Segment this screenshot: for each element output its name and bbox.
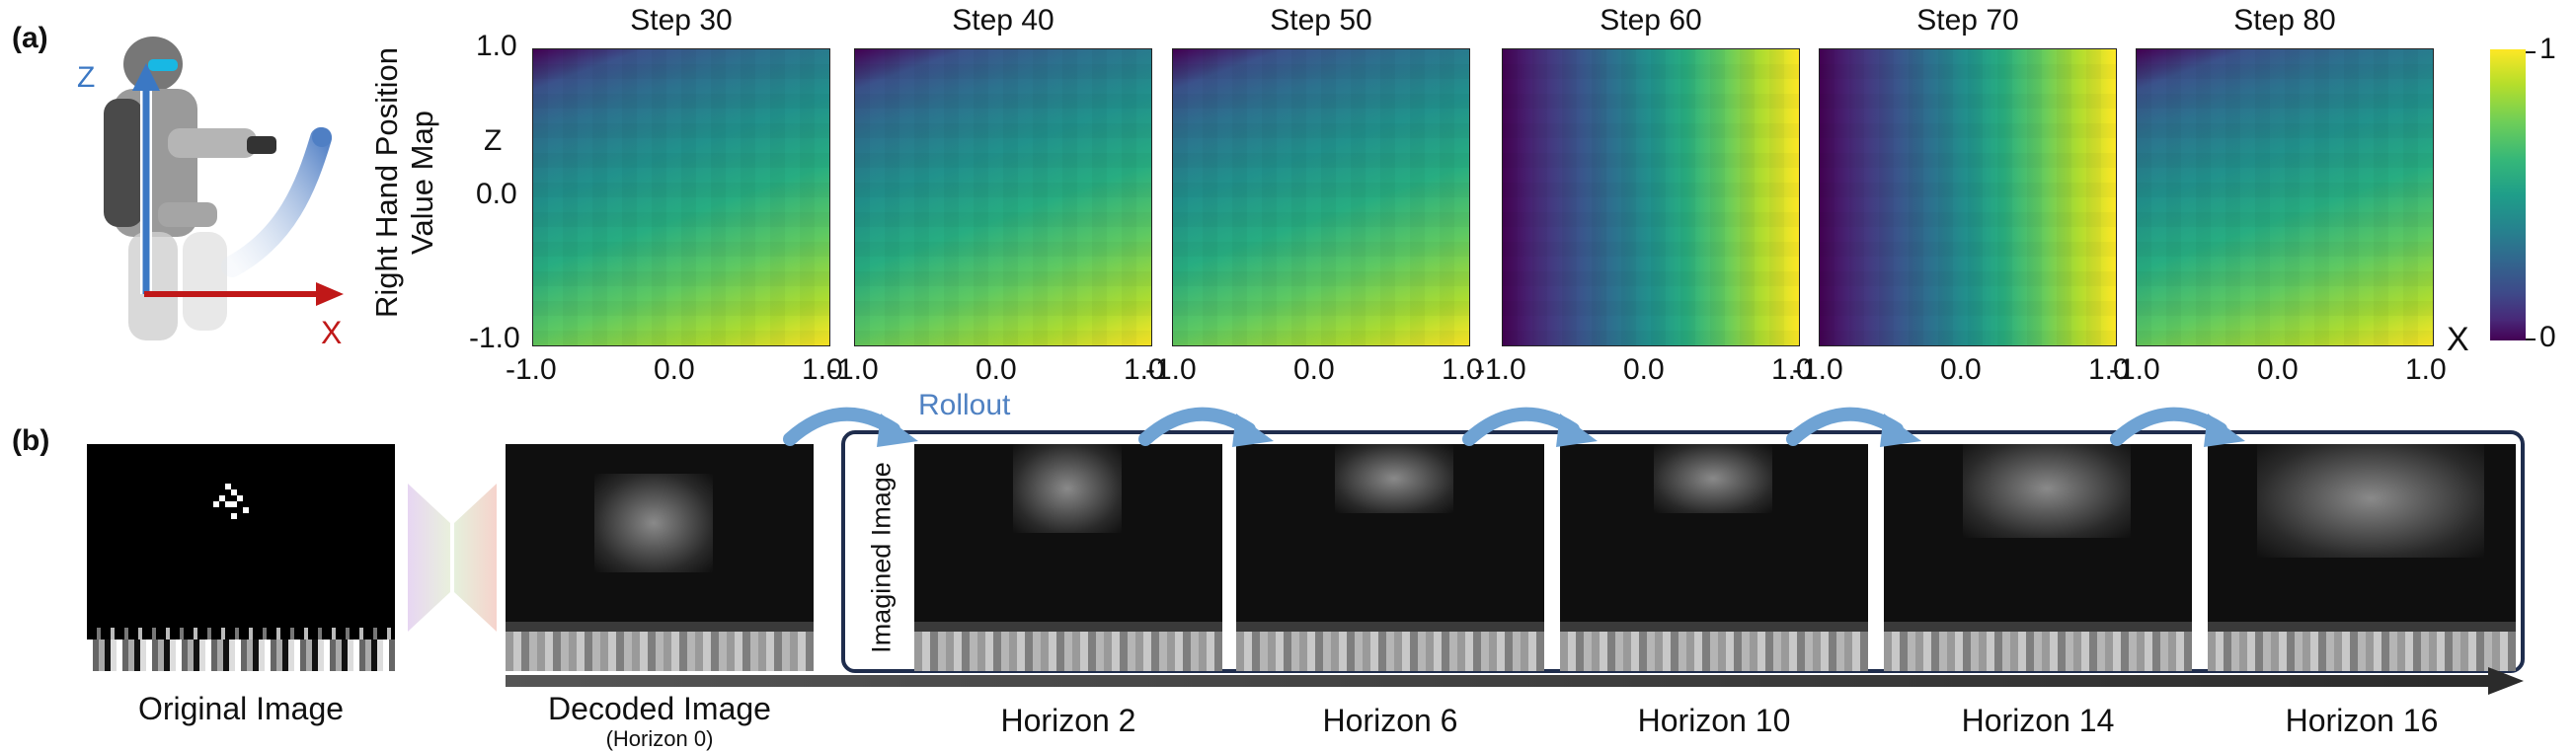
rollout-label: Rollout	[918, 389, 1011, 421]
rollout-arrow-3	[1462, 407, 1580, 446]
value-map-heatmap-5	[1819, 48, 2117, 346]
rollout-arrow-1	[783, 407, 900, 446]
panel-b-label: (b)	[12, 424, 50, 457]
ytick-top: 1.0	[476, 30, 517, 62]
xtick-6-2: 0.0	[2257, 353, 2299, 386]
ytick-bottom: -1.0	[469, 322, 520, 354]
horizon-caption-6: Horizon 6	[1322, 703, 1458, 738]
decoded-image-subcaption: (Horizon 0)	[605, 726, 714, 751]
horizon-14-image	[1884, 444, 2192, 671]
xtick-5-1: -1.0	[1792, 353, 1843, 386]
step-title-3: Step 50	[1270, 4, 1372, 37]
decoded-image	[506, 444, 814, 671]
value-map-heatmap-1	[532, 48, 830, 346]
xtick-5-2: 0.0	[1940, 353, 1982, 386]
xtick-3-3: 1.0	[1442, 353, 1483, 386]
step-title-5: Step 70	[1916, 4, 2019, 37]
rollout-frame	[841, 430, 2525, 673]
rollout-arrow-2	[1138, 407, 1256, 446]
rollout-arrows	[783, 407, 2245, 447]
xtick-2-2: 0.0	[976, 353, 1017, 386]
xtick-4-1: -1.0	[1475, 353, 1526, 386]
xtick-4-3: 1.0	[1771, 353, 1813, 386]
xtick-1-2: 0.0	[654, 353, 695, 386]
xtick-6-1: -1.0	[2109, 353, 2160, 386]
horizon-caption-10: Horizon 10	[1637, 703, 1791, 738]
value-map-heatmap-3	[1172, 48, 1470, 346]
xtick-3-1: -1.0	[1145, 353, 1197, 386]
step-title-4: Step 60	[1600, 4, 1702, 37]
ylabel-line1: Right Hand Position	[369, 47, 404, 318]
horizon-caption-16: Horizon 16	[2285, 703, 2439, 738]
colorbar-max-label: 1	[2539, 33, 2556, 65]
x-axis-label: X	[2447, 321, 2469, 358]
panel-a-label: (a)	[12, 22, 48, 54]
z-axis-label: Z	[484, 124, 503, 157]
encoder-decoder-shape	[408, 484, 497, 632]
horizon-caption-14: Horizon 14	[1961, 703, 2115, 738]
xtick-1-1: -1.0	[506, 353, 557, 386]
step-title-2: Step 40	[952, 4, 1054, 37]
step-title-6: Step 80	[2233, 4, 2336, 37]
imagined-image-label-box: Imagined Image	[861, 448, 902, 667]
horizon-caption-2: Horizon 2	[1000, 703, 1136, 738]
robot-x-label: X	[321, 315, 342, 350]
original-image-caption: Original Image	[137, 691, 345, 726]
step-title-1: Step 30	[630, 4, 733, 37]
horizon-16-image	[2208, 444, 2516, 671]
value-map-heatmap-2	[854, 48, 1152, 346]
value-map-heatmap-4	[1502, 48, 1800, 346]
rollout-arrow-5	[2110, 407, 2227, 446]
xtick-2-3: 1.0	[1124, 353, 1165, 386]
value-map-heatmap-6	[2136, 48, 2434, 346]
xtick-1-3: 1.0	[802, 353, 843, 386]
z-axis-arrowhead	[132, 63, 160, 91]
xtick-5-3: 1.0	[2088, 353, 2130, 386]
robot-z-label: Z	[77, 61, 95, 94]
horizon-6-image	[1236, 444, 1544, 671]
rollout-arrow-4	[1786, 407, 1904, 446]
xtick-6-3: 1.0	[2405, 353, 2447, 386]
original-image	[87, 444, 395, 671]
colorbar	[2490, 49, 2526, 340]
horizon-timeline-bar	[506, 675, 2500, 687]
colorbar-min-label: 0	[2539, 321, 2556, 353]
horizon-2-image	[914, 444, 1222, 671]
ylabel-line2: Value Map	[405, 111, 439, 255]
xtick-2-1: -1.0	[827, 353, 879, 386]
horizon-10-image	[1560, 444, 1868, 671]
horizon-timeline-arrowhead	[2488, 667, 2524, 695]
original-image-object	[213, 484, 249, 519]
x-axis-arrowhead	[316, 282, 344, 306]
xtick-3-2: 0.0	[1293, 353, 1335, 386]
robot-illustration: Z X	[77, 37, 344, 350]
xtick-4-2: 0.0	[1623, 353, 1665, 386]
decoded-image-caption: Decoded Image	[548, 691, 771, 726]
imagined-image-label: Imagined Image	[866, 462, 897, 653]
ytick-mid: 0.0	[476, 178, 517, 210]
